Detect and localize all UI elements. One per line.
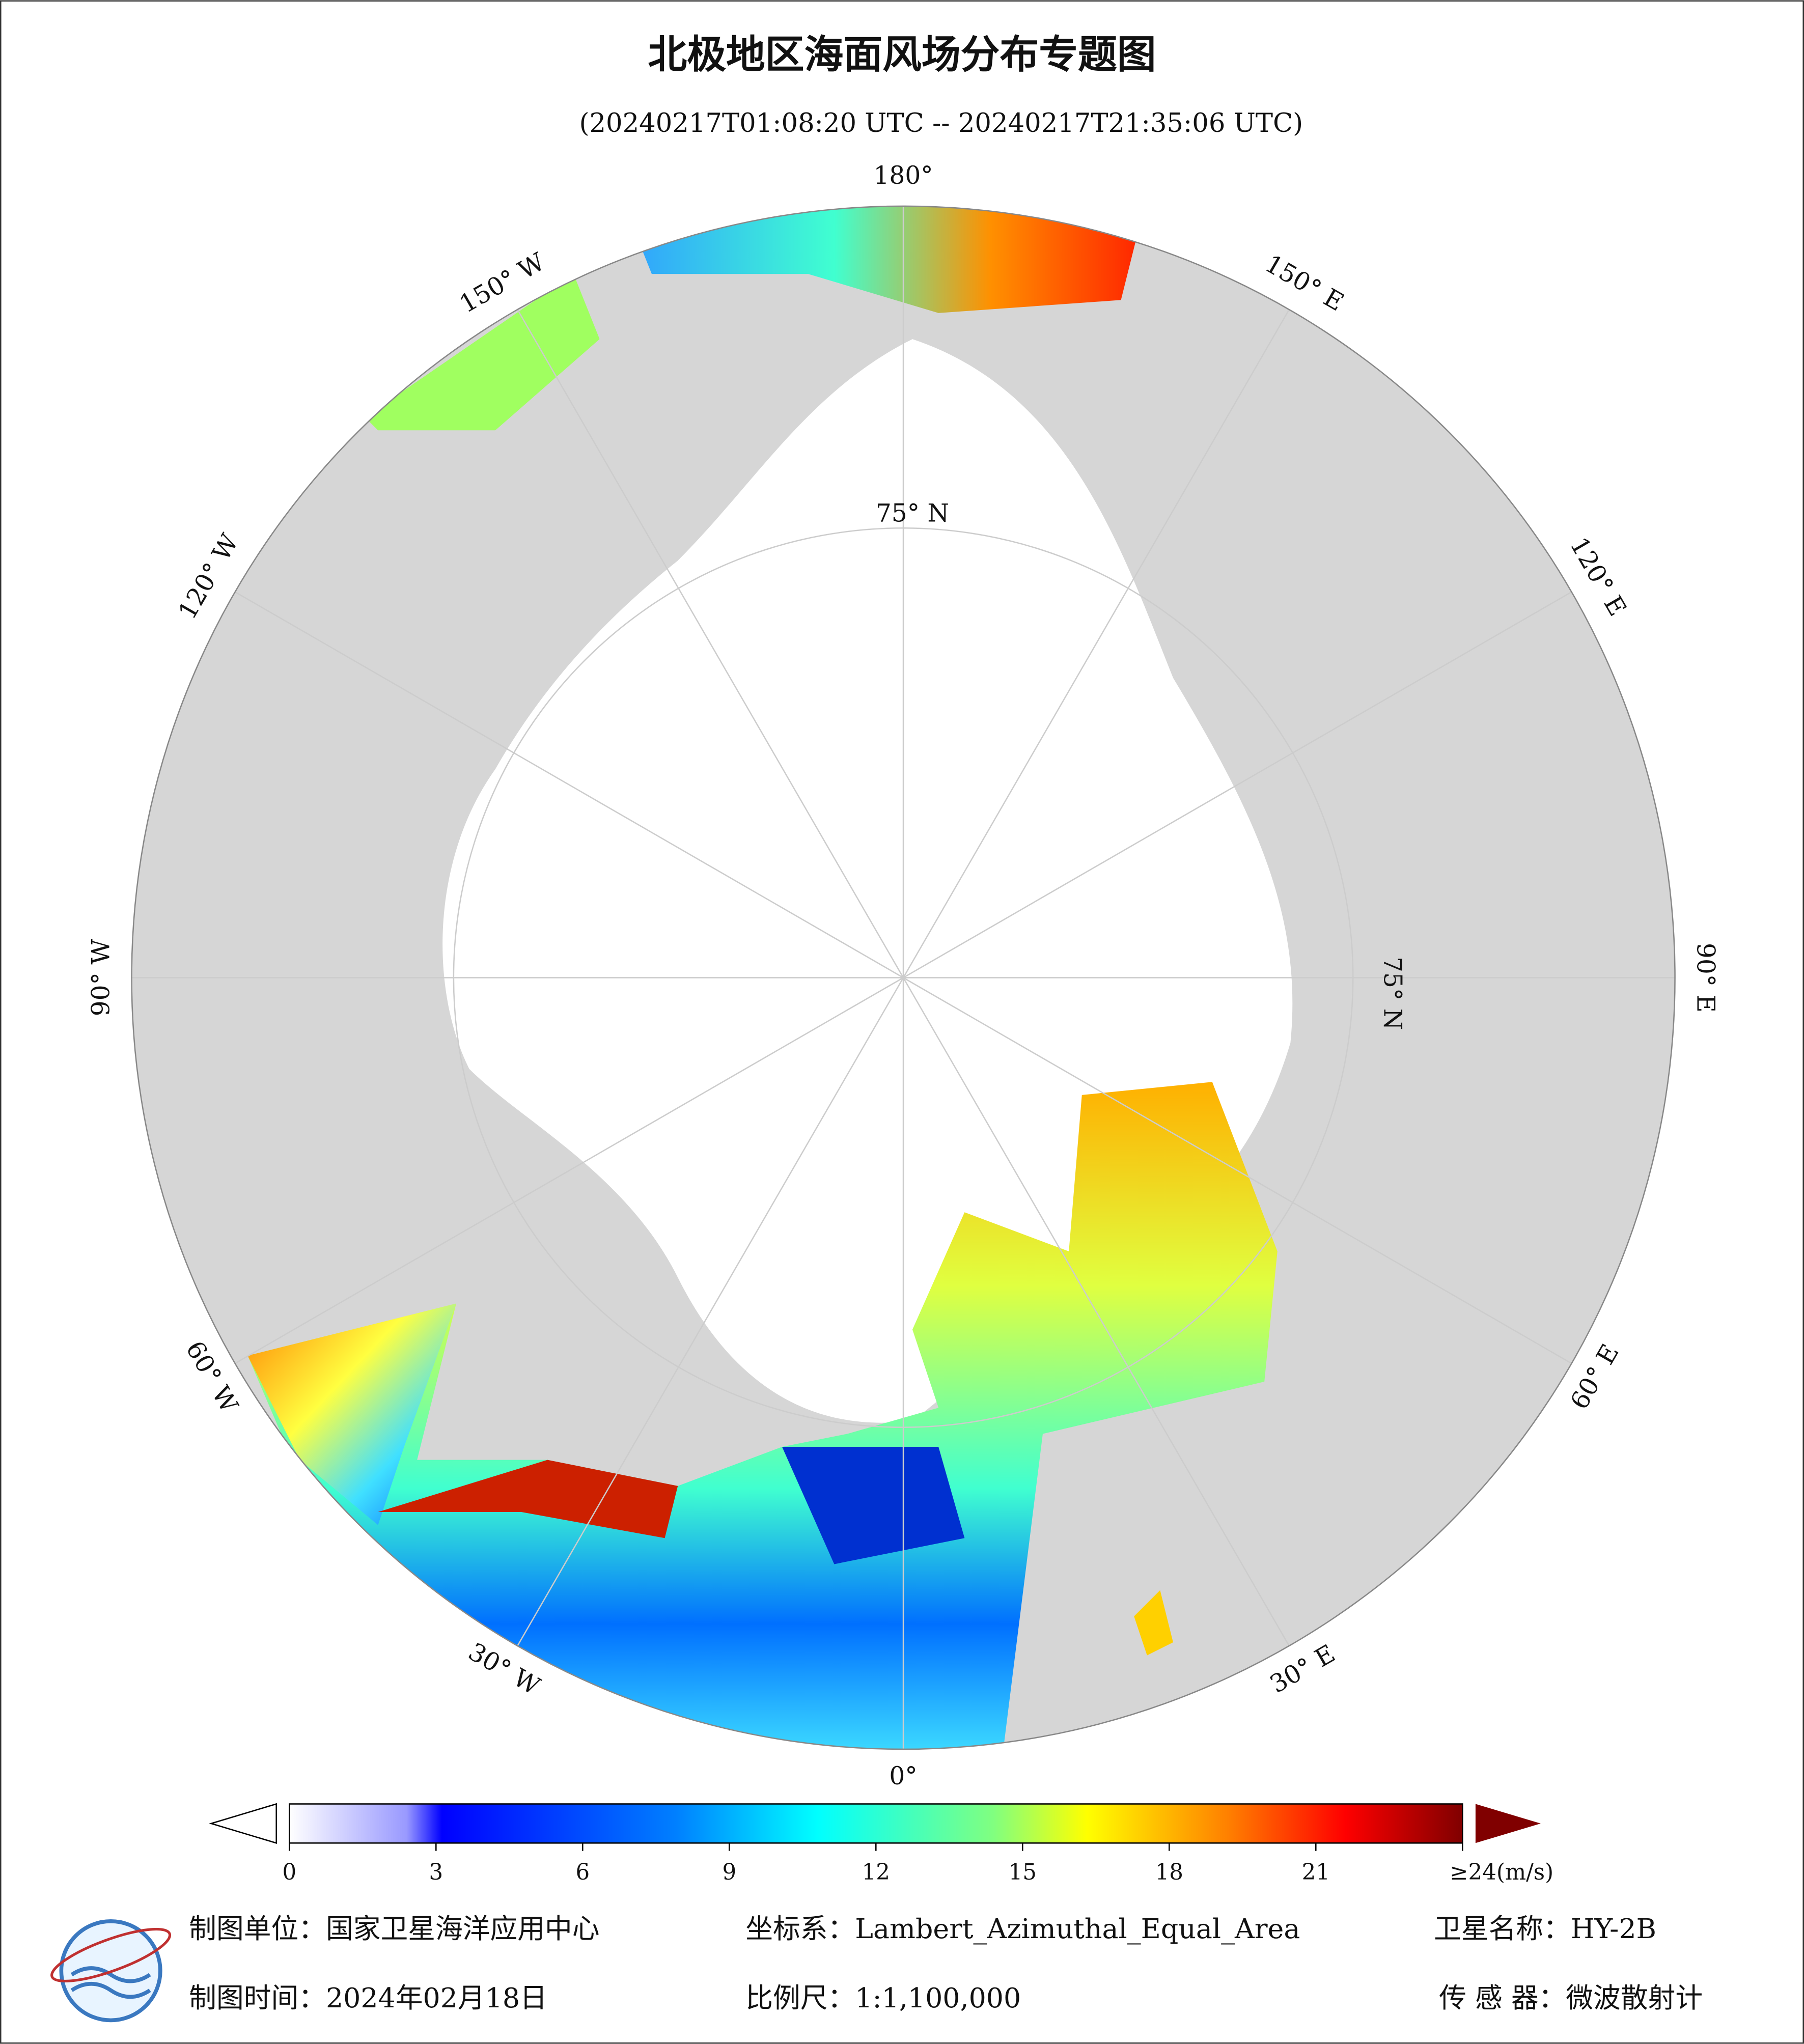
footer-item: 制图时间：2024年02月18日 bbox=[189, 1982, 547, 2014]
colorbar-tick-label: 12 bbox=[862, 1860, 890, 1885]
map-area bbox=[131, 206, 1675, 1749]
wind-patch bbox=[782, 1447, 965, 1564]
colorbar-tick-label: 6 bbox=[575, 1860, 590, 1885]
colorbar-tick-label: 0 bbox=[282, 1860, 296, 1885]
meridian bbox=[903, 977, 1572, 1364]
logo bbox=[50, 1919, 172, 2023]
colorbar-tick-label: 15 bbox=[1009, 1860, 1037, 1885]
wind-patch bbox=[247, 1303, 456, 1525]
colorbar-tick-label: ≥24(m/s) bbox=[1450, 1860, 1553, 1885]
footer-item: 坐标系：Lambert_Azimuthal_Equal_Area bbox=[745, 1913, 1300, 1945]
wind-patch bbox=[365, 274, 600, 431]
meridian bbox=[903, 591, 1572, 978]
title: 北极地区海面风场分布专题图 bbox=[648, 32, 1156, 78]
subtitle: (20240217T01:08:20 UTC -- 20240217T21:35… bbox=[579, 108, 1303, 138]
meridian bbox=[902, 309, 1290, 978]
meridian bbox=[902, 977, 1290, 1646]
meridian bbox=[234, 977, 904, 1364]
colorbar-high-arrow bbox=[1475, 1804, 1541, 1843]
footer-item: 传 感 器：微波散射计 bbox=[1439, 1982, 1703, 2014]
colorbar-tick-label: 21 bbox=[1302, 1860, 1330, 1885]
latitude-label: 75° N bbox=[1378, 957, 1407, 1030]
map-border bbox=[131, 205, 1676, 1750]
footer-item: 卫星名称：HY-2B bbox=[1434, 1913, 1656, 1945]
wind-patch bbox=[378, 1460, 678, 1538]
longitude-label: 90° E bbox=[1691, 943, 1719, 1013]
meridian bbox=[517, 977, 904, 1646]
wind-patch bbox=[247, 1082, 1278, 1749]
footer-item: 比例尺：1:1,100,000 bbox=[745, 1982, 1021, 2014]
longitude-label: 180° bbox=[873, 161, 933, 190]
colorbar-tick-label: 18 bbox=[1155, 1860, 1183, 1885]
footer-item: 制图单位：国家卫星海洋应用中心 bbox=[189, 1913, 599, 1945]
meridian bbox=[517, 309, 904, 978]
wind-patch bbox=[625, 206, 1147, 313]
colorbar-tick-label: 9 bbox=[722, 1860, 736, 1885]
longitude-label: 0° bbox=[889, 1762, 917, 1790]
colorbar-low-arrow bbox=[209, 1803, 277, 1844]
colorbar bbox=[289, 1803, 1463, 1844]
colorbar-tick-label: 3 bbox=[429, 1860, 443, 1885]
longitude-label: 90° W bbox=[87, 939, 116, 1017]
meridian bbox=[234, 591, 904, 978]
latitude-label: 75° N bbox=[876, 499, 949, 527]
